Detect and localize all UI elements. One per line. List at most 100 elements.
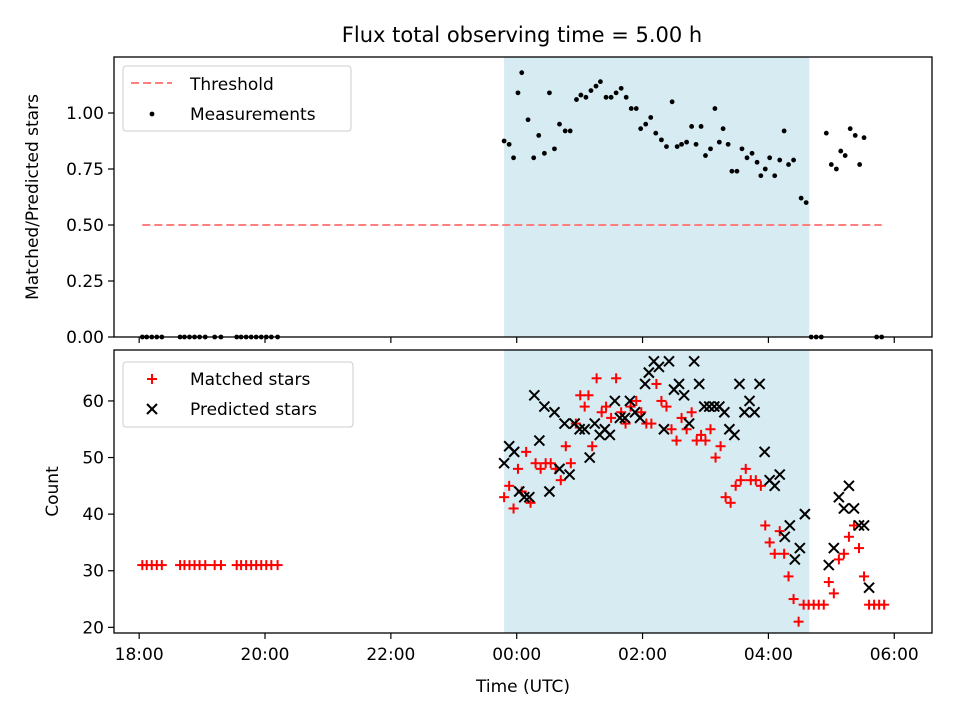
x-stroke bbox=[718, 406, 731, 418]
matched-star-point bbox=[591, 373, 602, 384]
x-stroke bbox=[624, 395, 636, 407]
measurement-point bbox=[833, 166, 839, 172]
x-stroke bbox=[658, 423, 670, 435]
observing-window-shade bbox=[504, 57, 810, 337]
x-tick-label: 18:00 bbox=[115, 645, 164, 665]
y-tick-label: 0.25 bbox=[66, 272, 104, 292]
matched-star-point bbox=[764, 537, 775, 548]
measurement-point bbox=[798, 195, 804, 201]
matched-star-point bbox=[779, 548, 790, 559]
predicted-star-point bbox=[528, 389, 541, 401]
matched-star-point bbox=[512, 463, 523, 474]
matched-star-point bbox=[499, 492, 510, 503]
matched-star-point bbox=[530, 458, 541, 469]
ratio-legend-box bbox=[122, 65, 352, 132]
measurement-point bbox=[511, 155, 516, 161]
count-axes-frame bbox=[113, 349, 933, 634]
x-stroke bbox=[558, 417, 571, 430]
measurement-point bbox=[562, 128, 568, 134]
matched-star-point bbox=[504, 480, 515, 491]
x-stroke bbox=[703, 400, 715, 413]
measurement-point bbox=[852, 133, 858, 138]
predicted-star-point bbox=[589, 417, 601, 430]
count-x-ticks: 18:00 20:00 22:00 00:00 02:00 04:00 06:00 bbox=[115, 633, 919, 665]
matched-star-point bbox=[545, 458, 556, 469]
legend-measurement-swatch bbox=[149, 111, 155, 117]
measurement-point bbox=[674, 144, 680, 150]
predicted-star-point bbox=[863, 582, 875, 594]
measurement-point bbox=[618, 85, 624, 91]
matched-star-point bbox=[735, 475, 746, 486]
matched-star-point bbox=[587, 441, 598, 452]
matched-star-point bbox=[710, 452, 721, 463]
x-stroke bbox=[518, 491, 530, 503]
measurement-point bbox=[578, 92, 584, 98]
x-stroke bbox=[523, 491, 535, 503]
predicted-star-point bbox=[703, 400, 715, 413]
matched-star-point bbox=[833, 554, 844, 565]
measurement-point bbox=[659, 137, 664, 143]
x-stroke bbox=[728, 429, 741, 441]
x-stroke bbox=[673, 378, 685, 390]
measurement-point bbox=[729, 168, 735, 174]
x-stroke bbox=[538, 400, 551, 413]
measurement-point bbox=[608, 94, 614, 100]
measurement-point bbox=[515, 90, 521, 96]
x-stroke bbox=[853, 519, 865, 532]
x-stroke bbox=[508, 446, 520, 458]
ratio-y-ticks: 0.00 0.25 0.50 0.75 1.00 bbox=[66, 104, 114, 348]
predicted-star-point bbox=[768, 480, 781, 492]
x-stroke bbox=[533, 434, 546, 447]
x-stroke bbox=[833, 491, 845, 503]
y-tick-label: 1.00 bbox=[66, 104, 104, 124]
predicted-star-point bbox=[748, 406, 761, 418]
predicted-star-point bbox=[833, 491, 845, 503]
measurement-point bbox=[593, 83, 599, 89]
y-tick-label: 60 bbox=[82, 392, 104, 412]
matched-star-point bbox=[676, 412, 687, 423]
x-stroke bbox=[563, 468, 576, 481]
measurement-point bbox=[744, 155, 750, 161]
matched-star-point bbox=[823, 577, 834, 588]
measurement-point bbox=[749, 150, 755, 156]
matched-star-point bbox=[715, 441, 726, 452]
predicted-star-point bbox=[698, 400, 710, 413]
x-stroke bbox=[548, 406, 561, 418]
matched-star-point bbox=[788, 594, 799, 605]
measurement-point bbox=[828, 162, 834, 167]
measurement-point bbox=[684, 139, 689, 145]
measurement-point bbox=[653, 130, 659, 136]
x-stroke bbox=[614, 412, 626, 424]
predicted-star-point bbox=[573, 423, 586, 435]
predicted-star-point bbox=[543, 485, 556, 498]
matched-star-point bbox=[740, 463, 751, 474]
x-axis-label: Time (UTC) bbox=[475, 677, 570, 697]
x-stroke bbox=[629, 406, 641, 418]
predicted-star-point bbox=[843, 480, 855, 492]
x-stroke bbox=[763, 474, 776, 486]
measurement-point bbox=[842, 153, 848, 158]
matched-star-point bbox=[769, 548, 780, 559]
matched-star-point bbox=[696, 429, 707, 440]
predicted-star-point bbox=[614, 412, 626, 424]
x-stroke bbox=[599, 423, 611, 435]
x-stroke bbox=[748, 406, 761, 418]
predicted-star-point bbox=[558, 417, 571, 430]
matched-star-point bbox=[730, 480, 741, 491]
predicted-star-point bbox=[683, 417, 695, 430]
matched-star-point bbox=[200, 560, 211, 571]
x-stroke bbox=[838, 502, 850, 515]
legend-predicted-swatch bbox=[146, 403, 158, 415]
predicted-star-point bbox=[518, 491, 530, 503]
predicted-star-point bbox=[858, 519, 870, 532]
x-stroke bbox=[738, 406, 751, 418]
measurement-point bbox=[643, 121, 649, 127]
x-stroke bbox=[784, 519, 796, 532]
measurement-point bbox=[623, 94, 629, 100]
measurement-point bbox=[803, 200, 809, 206]
x-stroke bbox=[513, 485, 525, 498]
x-stroke bbox=[863, 582, 875, 594]
predicted-star-point bbox=[538, 400, 551, 413]
measurement-point bbox=[669, 99, 675, 105]
